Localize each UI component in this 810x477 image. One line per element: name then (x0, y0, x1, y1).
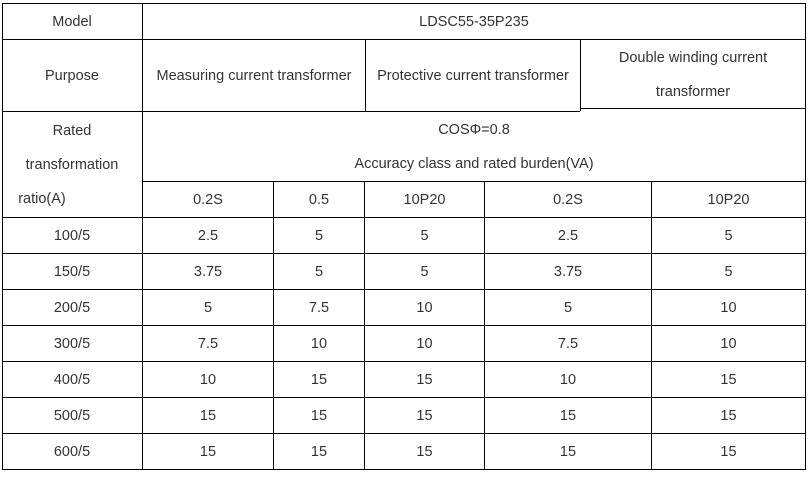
rule-col-3 (364, 181, 365, 470)
ratio-label-line3: ratio(A) (18, 190, 66, 207)
rule-purpose-2 (580, 39, 581, 111)
value-cell: 3.75 (553, 263, 583, 280)
value-cell: 15 (720, 407, 737, 424)
rule-col-2 (273, 181, 274, 470)
value-cell: 3.75 (193, 263, 223, 280)
value-cell: 15 (310, 443, 328, 460)
purpose-protective: Protective current transformer (377, 67, 569, 84)
rule-model-bottom (2, 39, 806, 40)
value-cell: 15 (720, 443, 737, 460)
class-cell: 10P20 (403, 191, 446, 208)
value-cell: 5 (314, 263, 324, 280)
accuracy-label: Accuracy class and rated burden(VA) (354, 155, 594, 172)
value-cell: 15 (559, 407, 577, 424)
value-cell: 15 (310, 407, 328, 424)
rule-first-col (142, 3, 143, 470)
rule-purpose-1 (365, 39, 366, 111)
value-cell: 15 (416, 407, 433, 424)
value-cell: 10 (416, 299, 433, 316)
class-cell: 0.2S (553, 191, 583, 208)
class-cell: 10P20 (707, 191, 750, 208)
rule-right (805, 3, 806, 470)
value-cell: 10 (416, 335, 433, 352)
value-cell: 10 (199, 371, 217, 388)
purpose-double-line2: transformer (655, 84, 731, 100)
ratio-label-line1: Rated (52, 122, 92, 139)
ratio-cell: 500/5 (53, 407, 91, 424)
rule-row6-bottom (2, 433, 806, 434)
ratio-cell: 100/5 (53, 227, 91, 244)
value-cell: 5 (420, 227, 429, 244)
cos-phi: COSΦ=0.8 (438, 121, 510, 138)
value-cell: 5 (420, 263, 429, 280)
rule-top (2, 3, 806, 4)
rule-row1-bottom (2, 253, 806, 254)
ratio-cell: 300/5 (53, 335, 91, 352)
rule-left (2, 3, 3, 470)
purpose-label: Purpose (44, 67, 99, 84)
rule-row5-bottom (2, 397, 806, 398)
class-cell: 0.5 (308, 191, 330, 208)
accuracy-header: COSΦ=0.8 Accuracy class and rated burden… (143, 112, 805, 181)
rule-class-bottom (2, 217, 806, 218)
purpose-double-winding: Double winding current transformer (581, 40, 805, 110)
rule-bottom (2, 469, 806, 470)
rule-purpose-bottom-right (580, 108, 806, 109)
ratio-label-line2: transformation (25, 156, 119, 173)
model-label: Model (52, 13, 92, 30)
rule-row4-bottom (2, 361, 806, 362)
rule-accuracy-bottom (142, 181, 806, 182)
rule-col-5 (651, 181, 652, 470)
value-cell: 5 (203, 299, 213, 316)
rule-row3-bottom (2, 325, 806, 326)
class-cell: 0.2S (193, 191, 223, 208)
value-cell: 10 (310, 335, 328, 352)
ratio-cell: 150/5 (53, 263, 91, 280)
value-cell: 5 (724, 263, 733, 280)
value-cell: 7.5 (197, 335, 219, 352)
value-cell: 5 (563, 299, 573, 316)
value-cell: 7.5 (557, 335, 579, 352)
rule-purpose-bottom-left (2, 111, 580, 112)
value-cell: 15 (310, 371, 328, 388)
value-cell: 15 (416, 443, 433, 460)
value-cell: 5 (724, 227, 733, 244)
value-cell: 2.5 (557, 227, 579, 244)
value-cell: 2.5 (197, 227, 219, 244)
rule-row2-bottom (2, 289, 806, 290)
ratio-label: Rated transformation ratio(A) (2, 112, 142, 217)
value-cell: 15 (720, 371, 737, 388)
purpose-double-line1: Double winding current (618, 50, 768, 66)
ratio-cell: 200/5 (53, 299, 91, 316)
value-cell: 10 (720, 335, 737, 352)
value-cell: 15 (199, 443, 217, 460)
value-cell: 15 (199, 407, 217, 424)
value-cell: 5 (314, 227, 324, 244)
purpose-measuring: Measuring current transformer (156, 67, 352, 84)
ratio-cell: 600/5 (53, 443, 91, 460)
value-cell: 10 (559, 371, 577, 388)
value-cell: 7.5 (308, 299, 330, 316)
model-value: LDSC55-35P235 (419, 13, 529, 30)
rule-col-4 (484, 181, 485, 470)
ratio-cell: 400/5 (53, 371, 91, 388)
value-cell: 10 (720, 299, 737, 316)
value-cell: 15 (416, 371, 433, 388)
value-cell: 15 (559, 443, 577, 460)
